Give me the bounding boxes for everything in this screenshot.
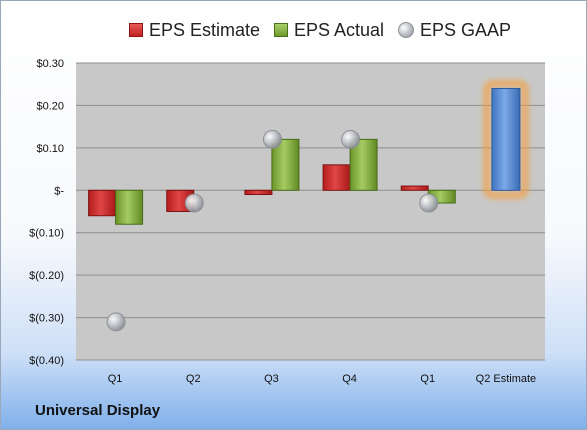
x-tick-label: Q3: [264, 373, 279, 385]
bar-eps-estimate: [88, 189, 117, 217]
legend-item-eps-actual: EPS Actual: [274, 17, 384, 43]
marker-eps-gaap: [419, 193, 439, 213]
y-tick-label: $(0.30): [29, 313, 64, 325]
bar-eps-estimate: [244, 189, 273, 196]
legend-label-eps-actual: EPS Actual: [294, 19, 385, 40]
y-tick-label: $(0.40): [29, 355, 64, 367]
marker-eps-gaap: [184, 193, 204, 213]
legend-label-eps-estimate: EPS Estimate: [149, 19, 261, 40]
legend-swatch-eps-estimate: [129, 23, 143, 37]
y-tick-label: $(0.10): [29, 228, 64, 240]
legend-item-eps-gaap: EPS GAAP: [398, 17, 511, 43]
legend-swatch-eps-actual: [274, 23, 288, 37]
y-tick-label: $0.20: [36, 100, 64, 112]
bar-eps-estimate: [400, 185, 429, 191]
y-tick-label: $(0.20): [29, 270, 64, 282]
bar-highlight-glow: [483, 79, 529, 199]
x-tick-label: Q1: [108, 373, 123, 385]
y-tick-label: $0.10: [36, 143, 64, 155]
marker-eps-gaap: [106, 312, 126, 332]
plot-background: [76, 63, 545, 360]
y-tick-label: $-: [54, 185, 64, 197]
x-tick-label: Q4: [342, 373, 357, 385]
company-name: Universal Display: [35, 402, 161, 419]
legend-label-eps-gaap: EPS GAAP: [420, 19, 512, 40]
legend: EPS Estimate EPS Actual EPS GAAP: [1, 17, 586, 43]
bar-eps-estimate: [322, 164, 351, 191]
marker-eps-gaap: [262, 129, 282, 149]
legend-swatch-eps-gaap: [398, 22, 414, 38]
y-tick-label: $0.30: [36, 58, 64, 70]
x-tick-label: Q2: [186, 373, 201, 385]
x-tick-label: Q2 Estimate: [476, 373, 537, 385]
bar-q2-estimate: [491, 87, 521, 191]
x-tick-label: Q1: [420, 373, 435, 385]
legend-item-eps-estimate: EPS Estimate: [129, 17, 260, 43]
bar-eps-actual: [115, 189, 144, 225]
marker-eps-gaap: [341, 129, 361, 149]
